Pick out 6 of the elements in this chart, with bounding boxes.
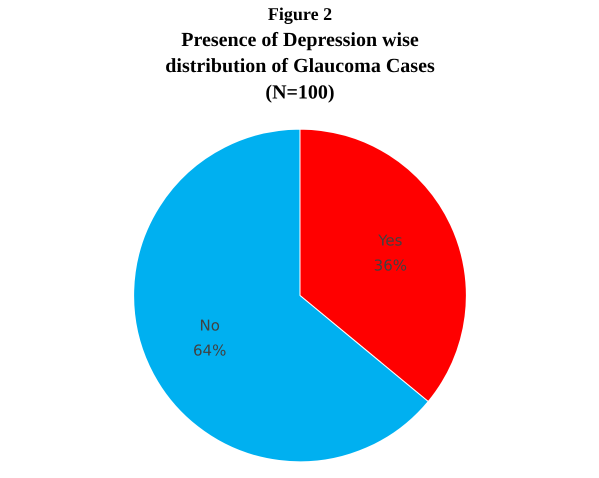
data-label: 36% [374, 256, 408, 275]
slice-label: Yes [377, 231, 403, 250]
chart-title: Presence of Depression wise distribution of Glaucoma Cases (N=100) [165, 28, 435, 104]
caption: Figure 2 [268, 4, 332, 24]
data-label: 64% [193, 342, 226, 360]
slice-label: No [199, 316, 220, 334]
